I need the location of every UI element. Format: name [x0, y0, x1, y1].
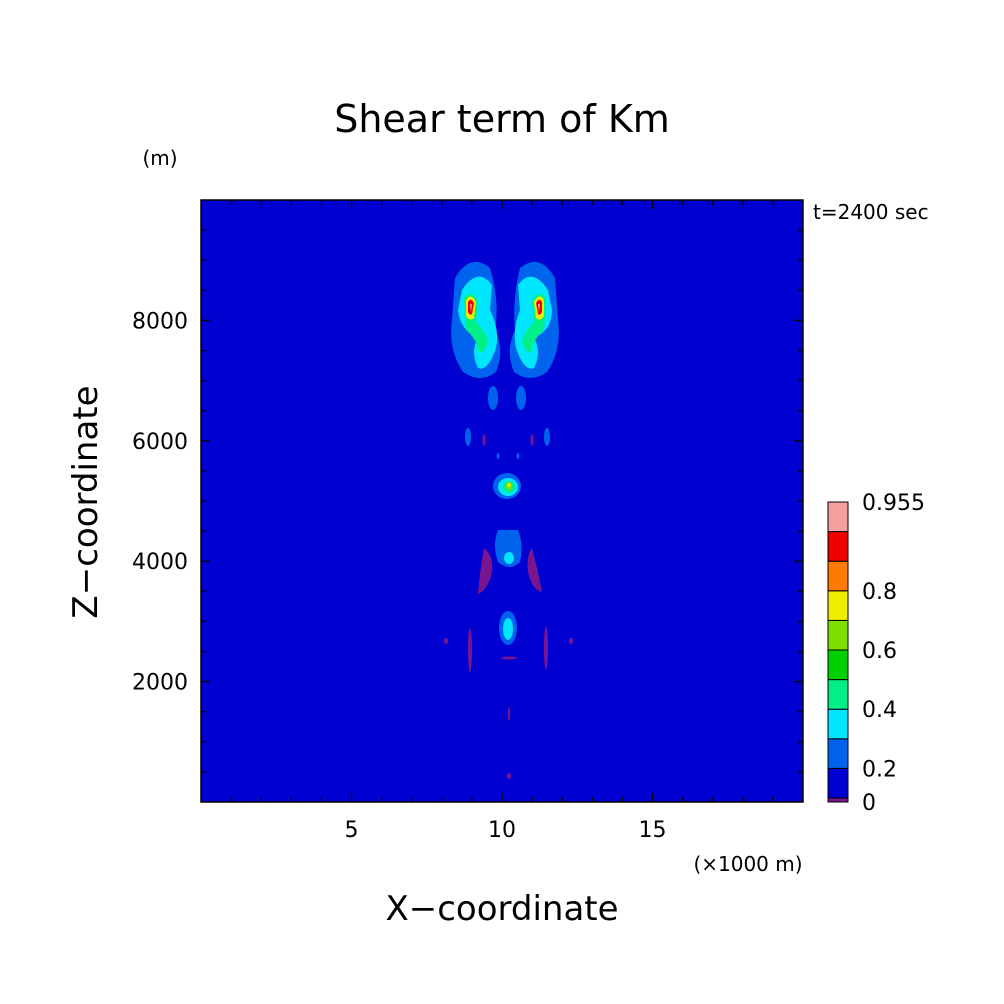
x-axis-label: X−coordinate [385, 889, 618, 929]
contour-4000-neg-right [527, 548, 542, 592]
contour-neg-right-small [516, 453, 520, 459]
colorbar-swatch [827, 531, 849, 562]
colorbar-swatch [827, 679, 849, 710]
contour-neg-left-upper [482, 434, 486, 446]
contour-bottom-trace [507, 773, 511, 779]
y-axis: 2000 4000 6000 8000 [132, 229, 803, 773]
contour-center-peak [507, 483, 511, 487]
y-tick-label: 8000 [132, 309, 188, 334]
contour-mid-cell-left [488, 386, 498, 410]
contour-low-trace [507, 707, 511, 721]
colorbar-swatch [827, 560, 849, 592]
colorbar-swatch [827, 767, 849, 799]
y-unit-label: (m) [142, 146, 177, 170]
contour-upper-green [464, 293, 546, 353]
colorbar-swatch [827, 501, 849, 533]
contour-2950-cyan [503, 618, 513, 640]
x-tick-label: 10 [488, 818, 516, 843]
contour-4000-blue [495, 530, 522, 567]
y-axis-label: Z−coordinate [66, 385, 106, 618]
contour-neg-left-small [496, 453, 500, 459]
colorbar-swatch [827, 619, 849, 651]
contour-2950-neg-right [544, 626, 548, 670]
contour-mid-cell-right [516, 386, 526, 410]
contour-4000-cyan [504, 552, 514, 564]
colorbar-swatch [827, 590, 849, 621]
colorbar-tick-label: 0.6 [862, 639, 897, 664]
contour-upper-yellow [466, 296, 544, 320]
contour-side-left [465, 428, 471, 446]
colorbar-tick-label: 0.4 [862, 698, 897, 723]
colorbar-swatch [827, 797, 849, 803]
y-tick-label: 4000 [132, 550, 188, 575]
contour-field [444, 261, 573, 779]
y-tick-label: 2000 [132, 671, 188, 696]
contour-2950-bar [501, 656, 517, 660]
y-tick-label: 6000 [132, 430, 188, 455]
x-unit-label: (×1000 m) [693, 852, 802, 876]
colorbar-tick-label: 0.8 [862, 580, 897, 605]
time-label: t=2400 sec [813, 200, 929, 224]
x-tick-label: 15 [639, 818, 667, 843]
chart-title: Shear term of Km [334, 97, 670, 141]
colorbar-swatch [827, 738, 849, 769]
contour-2950-neg-left [468, 628, 472, 672]
colorbar: 0 0.2 0.4 0.6 0.8 0.955 [827, 491, 925, 816]
colorbar-tick-label: 0.955 [862, 491, 925, 516]
contour-4000-neg-left [478, 548, 493, 594]
colorbar-tick-label: 0 [862, 791, 876, 816]
contour-2950-dot-left [444, 638, 448, 644]
plot-background [201, 200, 803, 802]
x-axis: 5 10 15 [230, 200, 774, 843]
contour-2950-dot-right [569, 638, 573, 644]
colorbar-swatch [827, 649, 849, 681]
contour-upper-outer-low [462, 360, 550, 369]
colorbar-swatch [827, 708, 849, 740]
contour-neg-right-upper [530, 434, 534, 446]
x-tick-label: 5 [345, 818, 359, 843]
contour-side-right [544, 428, 550, 446]
colorbar-tick-label: 0.2 [862, 757, 897, 782]
